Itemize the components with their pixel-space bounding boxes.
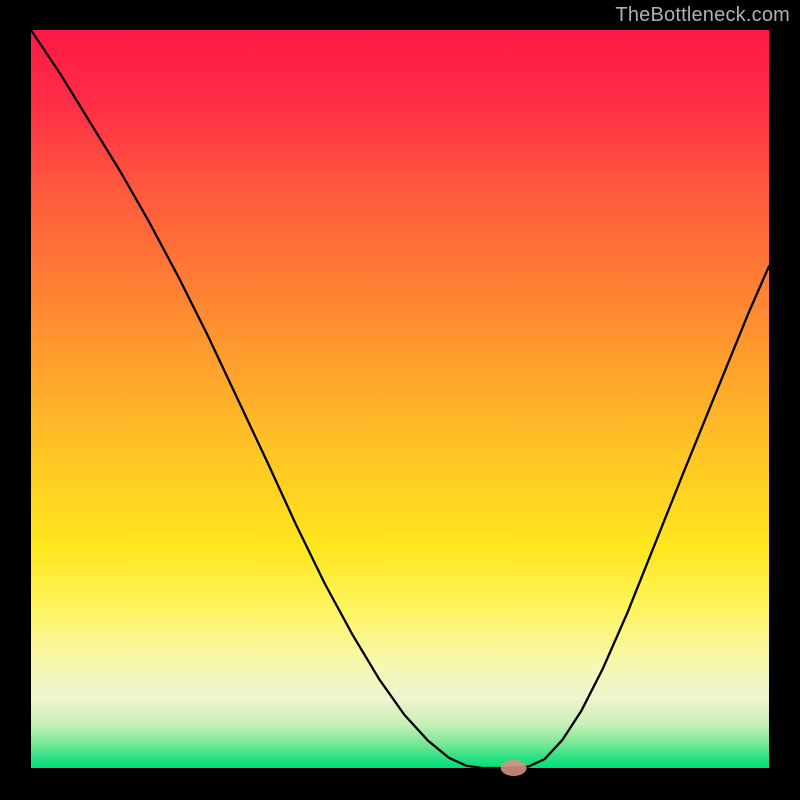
optimal-point-marker: [501, 760, 527, 776]
plot-background: [31, 30, 769, 768]
watermark-text: TheBottleneck.com: [615, 4, 790, 27]
chart-stage: TheBottleneck.com: [0, 0, 800, 800]
chart-svg: [0, 0, 800, 800]
